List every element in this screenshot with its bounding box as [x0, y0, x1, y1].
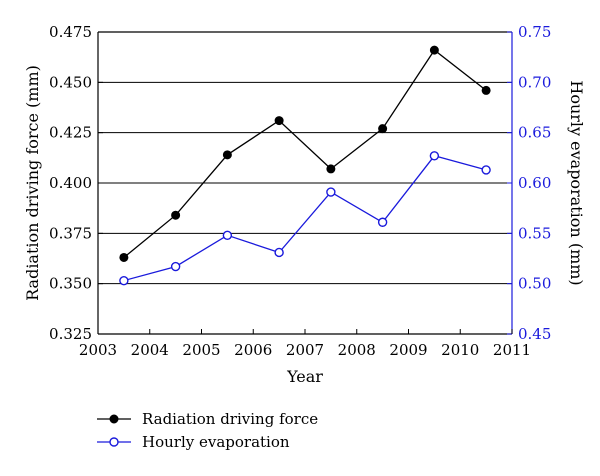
- left-y-axis-title: Radiation driving force (mm): [23, 65, 42, 301]
- right-y-tick-label: 0.70: [518, 73, 551, 91]
- legend-marker-radiation: [109, 414, 119, 424]
- left-y-tick-label: 0.325: [49, 325, 92, 343]
- series-line-evaporation: [123, 155, 487, 282]
- series: [119, 45, 491, 286]
- data-point-evaporation: [326, 187, 336, 197]
- legend-label-evaporation: Hourly evaporation: [142, 433, 290, 451]
- data-point-radiation: [378, 124, 388, 134]
- data-point-radiation: [222, 150, 232, 160]
- data-point-evaporation: [119, 275, 129, 286]
- left-y-tick-label: 0.375: [49, 224, 92, 242]
- x-tick-label: 2003: [79, 341, 117, 359]
- grid-lines: [98, 81, 512, 285]
- data-point-radiation: [481, 85, 491, 95]
- data-point-evaporation: [429, 151, 440, 161]
- legend-marker-evaporation: [109, 437, 119, 447]
- x-tick-label: 2009: [389, 341, 427, 359]
- data-point-evaporation: [481, 165, 491, 175]
- left-y-tick-label: 0.350: [49, 275, 92, 293]
- right-y-tick-label: 0.50: [518, 275, 551, 293]
- left-y-tick-label: 0.450: [49, 73, 92, 91]
- data-point-radiation: [429, 45, 439, 55]
- left-y-tick-label: 0.475: [49, 23, 92, 41]
- x-tick-label: 2007: [286, 341, 324, 359]
- left-y-tick-label: 0.400: [49, 174, 92, 192]
- data-point-radiation: [274, 116, 284, 126]
- x-tick-label: 2008: [338, 341, 376, 359]
- legend: Radiation driving force Hourly evaporati…: [97, 410, 318, 451]
- data-point-evaporation: [170, 261, 181, 272]
- axes: [97, 31, 513, 335]
- data-point-evaporation: [222, 230, 233, 241]
- right-y-tick-label: 0.75: [518, 23, 551, 41]
- x-tick-label: 2010: [441, 341, 479, 359]
- data-point-radiation: [119, 252, 129, 262]
- data-point-evaporation: [377, 217, 388, 227]
- series-line-radiation: [123, 49, 487, 259]
- x-tick-label: 2004: [131, 341, 169, 359]
- tick-labels: 0.325 0.350 0.375 0.400 0.425 0.450 0.475 0.45 0…: [49, 23, 551, 359]
- right-y-tick-label: 0.55: [518, 224, 551, 242]
- data-point-evaporation: [274, 247, 284, 258]
- left-y-tick-label: 0.425: [49, 124, 92, 142]
- x-tick-label: 2006: [234, 341, 272, 359]
- right-y-tick-label: 0.45: [518, 325, 551, 343]
- x-tick-label: 2005: [182, 341, 220, 359]
- legend-label-radiation: Radiation driving force: [142, 410, 318, 428]
- right-y-tick-label: 0.65: [518, 124, 551, 142]
- x-tick-label: 2011: [493, 341, 531, 359]
- x-axis-title: Year: [286, 367, 323, 386]
- legend-item-evaporation: Hourly evaporation: [97, 433, 290, 451]
- right-y-tick-label: 0.60: [518, 174, 551, 192]
- data-point-radiation: [171, 210, 181, 220]
- legend-item-radiation: Radiation driving force: [97, 410, 318, 428]
- right-y-axis-title: Hourly evaporation (mm): [567, 80, 586, 285]
- data-point-radiation: [326, 164, 336, 174]
